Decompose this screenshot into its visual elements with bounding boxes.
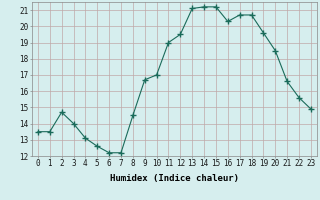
X-axis label: Humidex (Indice chaleur): Humidex (Indice chaleur) — [110, 174, 239, 183]
